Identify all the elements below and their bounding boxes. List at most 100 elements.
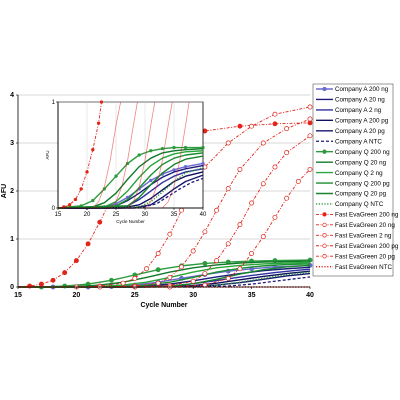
inset-point-company-q-200-ng-7	[149, 149, 153, 153]
main-point-fast-evagreen-2-ng-11	[260, 140, 266, 146]
main-x-axis-label: Cycle Number	[140, 302, 187, 309]
inset-point-company-q-200-ng-9	[172, 145, 176, 150]
main-point-fast-evagreen-200-pg-7	[237, 222, 243, 228]
inset-point-company-a-200-ng-8	[172, 168, 176, 172]
main-point-fast-evagreen-200-pg-8	[249, 200, 255, 206]
legend-marker-company-a-200-ng	[322, 86, 327, 92]
legend-marker-fast-evagreen-2-ng	[322, 233, 327, 238]
inset-point-company-q-200-ng-8	[160, 146, 165, 151]
main-point-fast-evagreen-2-ng-9	[225, 186, 231, 192]
inset-point-company-q-200-ng-10	[183, 145, 188, 150]
inset-point-fast-evagreen-200-ng-3	[73, 197, 78, 202]
legend-label-company-a-200-ng: Company A 200 ng	[335, 86, 389, 93]
inset-point-fast-evagreen-200-ng-6	[91, 148, 95, 152]
legend-label-company-q-ntc: Company Q NTC	[335, 201, 384, 208]
main-point-fast-evagreen-200-pg-4	[202, 271, 208, 277]
inset-point-fast-evagreen-200-ng-4	[79, 187, 83, 191]
main-point-company-q-200-ng-4	[108, 277, 114, 283]
inset-x-tick-label-35: 35	[171, 212, 178, 218]
main-point-fast-evagreen-20-ng-11	[225, 140, 231, 146]
main-series-fast-evagreen-2-ng	[18, 118, 311, 288]
legend-label-company-q-20-pg: Company Q 20 pg	[335, 191, 387, 198]
main-point-fast-evagreen-20-ng-5	[144, 266, 149, 272]
inset-series-fast-evagreen-200-ng	[57, 101, 102, 209]
main-point-fast-evagreen-200-ng-12	[237, 123, 243, 129]
inset-point-fast-evagreen-200-ng-7	[96, 121, 101, 125]
main-series-fast-evagreen-20-ng	[18, 106, 311, 288]
inset-x-tick-label-20: 20	[84, 212, 91, 218]
legend-marker-fast-evagreen-20-ng	[322, 222, 327, 228]
inset-point-company-a-200-ng-6	[149, 178, 153, 183]
main-series-fast-evagreen-200-ng	[17, 122, 311, 288]
main-point-fast-evagreen-2-ng-5	[179, 264, 184, 270]
main-point-company-q-200-ng-8	[202, 261, 208, 266]
legend-frame	[312, 83, 394, 277]
inset-point-company-a-200-ng-3	[114, 202, 118, 206]
main-x-tick-label-15: 15	[14, 292, 22, 299]
legend: Company A 200 ng Company A 20 ng Company A…	[312, 83, 399, 277]
inset-series-company-q-200-ng	[57, 146, 203, 209]
inset-plot: 15 20 25 30 35 40 0 1 Cycle Number AFU	[45, 100, 207, 224]
main-point-fast-evagreen-200-ng-2	[38, 281, 44, 287]
inset-x-tick-label-25: 25	[113, 212, 120, 218]
inset-point-fast-evagreen-200-ng-5	[85, 170, 89, 174]
main-point-fast-evagreen-20-pg-8	[284, 195, 290, 201]
inset-point-company-q-200-ng-4	[114, 174, 118, 178]
main-point-fast-evagreen-20-ng-7	[167, 231, 173, 237]
main-point-fast-evagreen-20-pg-5	[249, 250, 255, 256]
main-point-fast-evagreen-20-ng-4	[132, 275, 138, 281]
legend-label-company-a-20-pg: Company A 20 pg	[335, 128, 385, 135]
main-y-tick-label-2: 2	[10, 188, 14, 195]
main-point-fast-evagreen-2-ng-7	[202, 229, 208, 235]
legend-label-company-a-ntc: Company A NTC	[335, 138, 382, 145]
inset-x-axis-label: Cycle Number	[116, 219, 145, 224]
inset-series-company-q-20-ng	[57, 147, 204, 209]
main-x-tick-label-35: 35	[248, 292, 256, 299]
inset-series-company-q-ntc	[57, 167, 204, 209]
main-point-fast-evagreen-200-ng-5	[73, 258, 79, 264]
main-point-fast-evagreen-2-ng-6	[190, 248, 196, 254]
main-point-fast-evagreen-200-pg-12	[307, 133, 313, 139]
inset-x-tick-label-15: 15	[55, 212, 62, 218]
inset-x-tick-label-30: 30	[142, 212, 149, 218]
main-point-fast-evagreen-20-pg-6	[260, 234, 266, 240]
main-y-tick-label-4: 4	[10, 92, 14, 99]
legend-marker-fast-evagreen-200-ng	[322, 212, 327, 217]
main-point-fast-evagreen-20-ng-8	[179, 207, 184, 213]
legend-label-company-a-20-ng: Company A 20 ng	[335, 97, 385, 104]
main-point-fast-evagreen-20-ng-14	[307, 104, 313, 110]
main-point-fast-evagreen-2-ng-13	[307, 116, 313, 122]
main-point-fast-evagreen-20-ng-6	[155, 250, 161, 256]
legend-label-fast-evagreen-2-ng: Fast EvaGreen 2 ng	[335, 233, 392, 240]
inset-frame	[57, 101, 204, 209]
main-point-fast-evagreen-20-ng-10	[202, 164, 208, 170]
main-point-fast-evagreen-20-pg-3	[225, 275, 231, 281]
inset-series-company-q-20-pg	[57, 155, 204, 209]
legend-label-fast-evagreen-20-pg: Fast EvaGreen 20 pg	[335, 253, 395, 260]
main-x-tick-label-20: 20	[73, 292, 81, 299]
main-point-fast-evagreen-2-ng-10	[237, 166, 243, 172]
legend-label-fast-evagreen-200-pg: Fast EvaGreen 200 pg	[335, 243, 399, 250]
inset-series-company-q-2-ng	[57, 150, 204, 209]
legend-marker-company-q-200-ng	[322, 149, 327, 154]
main-point-fast-evagreen-20-ng-3	[120, 280, 126, 286]
inset-y-tick-label-0: 0	[52, 206, 56, 212]
main-series-company-q-ntc	[18, 271, 311, 288]
inset-point-fast-evagreen-200-ng-2	[67, 203, 72, 207]
main-point-fast-evagreen-200-ng-6	[85, 241, 91, 247]
main-point-fast-evagreen-2-ng-3	[155, 280, 161, 286]
inset-x-tick-label-40: 40	[200, 212, 207, 218]
main-x-tick-label-25: 25	[131, 292, 139, 299]
inset-point-company-q-200-ng-6	[137, 153, 141, 157]
main-point-fast-evagreen-200-pg-11	[284, 150, 290, 156]
main-point-fast-evagreen-2-ng-12	[284, 126, 290, 132]
main-y-tick-label-0: 0	[10, 284, 14, 291]
main-point-fast-evagreen-200-pg-5	[214, 258, 220, 264]
legend-label-company-a-200-pg: Company A 200 pg	[335, 118, 389, 125]
legend-label-fast-evagreen-ntc: Fast EvaGreen NTC	[335, 264, 392, 271]
main-point-fast-evagreen-200-ng-3	[50, 277, 56, 283]
legend-marker-fast-evagreen-20-pg	[322, 254, 327, 259]
inset-point-company-q-200-ng-2	[91, 198, 95, 203]
main-point-fast-evagreen-200-pg-10	[272, 164, 278, 170]
